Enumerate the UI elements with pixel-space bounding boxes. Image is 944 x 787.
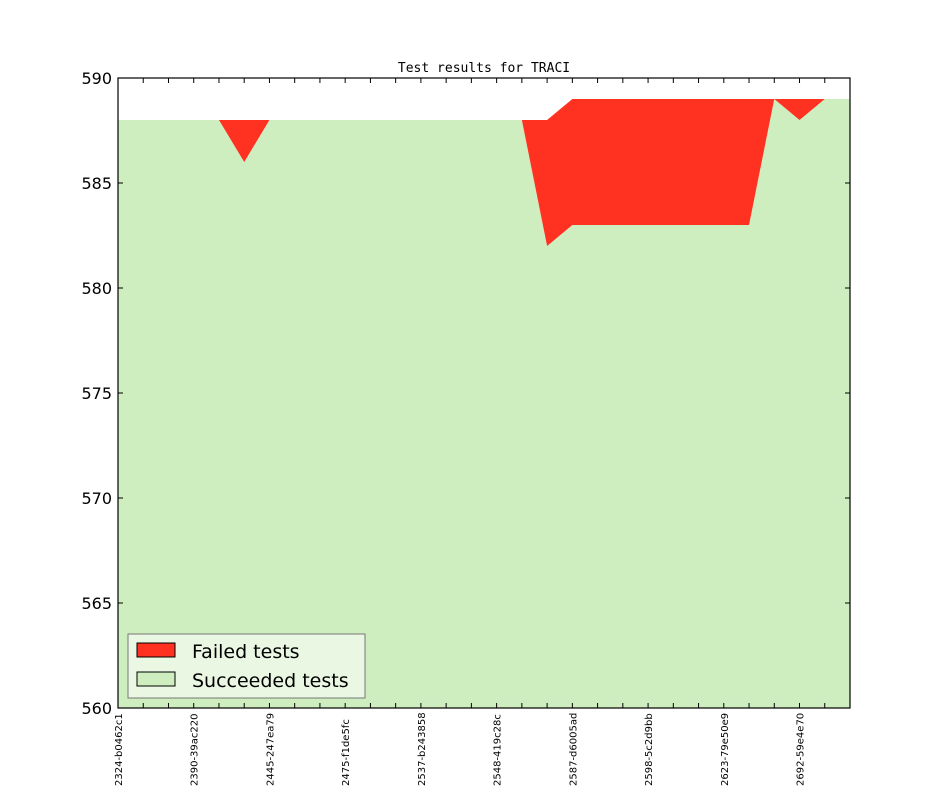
y-tick-label: 570 xyxy=(81,489,112,508)
y-tick-label: 565 xyxy=(81,594,112,613)
failed-area xyxy=(118,99,850,246)
x-tick-label: 2537-b243858 xyxy=(417,712,428,786)
y-tick-label: 590 xyxy=(81,69,112,88)
x-tick-label: 2324-b0462c1 xyxy=(114,713,125,786)
x-tick-label: 2587-d6005ad xyxy=(568,713,579,786)
x-tick-label: 2548-419c28c xyxy=(493,714,504,786)
legend-label-succeeded: Succeeded tests xyxy=(192,670,349,692)
chart-title: Test results for TRACI xyxy=(398,61,570,76)
y-tick-label: 575 xyxy=(81,384,112,403)
legend-swatch-succeeded xyxy=(136,671,176,687)
x-tick-label: 2475-f1de5fc xyxy=(341,719,352,786)
x-tick-label: 2445-247ea79 xyxy=(265,713,276,786)
x-tick-label: 2623-79e50e9 xyxy=(720,713,731,786)
succeeded-area xyxy=(118,99,850,708)
x-tick-label: 2390-39ac220 xyxy=(190,714,201,787)
x-tick-label: 2692-59e4e70 xyxy=(796,713,807,786)
legend-label-failed: Failed tests xyxy=(192,641,300,663)
x-tick-label: 2598-5c2d9bb xyxy=(644,713,655,786)
y-tick-label: 580 xyxy=(81,279,112,298)
legend-swatch-failed xyxy=(136,642,176,658)
y-tick-label: 560 xyxy=(81,699,112,718)
y-tick-label: 585 xyxy=(81,174,112,193)
legend: Failed tests Succeeded tests xyxy=(127,633,366,699)
